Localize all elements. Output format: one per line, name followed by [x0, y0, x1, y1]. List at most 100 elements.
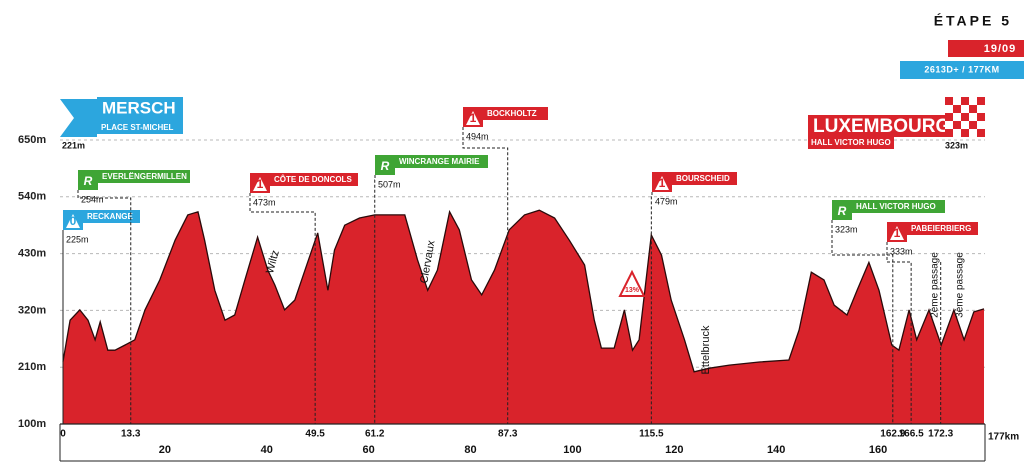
gradient-sign [618, 269, 646, 297]
point-altitude: 254m [81, 194, 104, 204]
point-altitude: 225m [66, 234, 89, 244]
x-tick-label: 40 [261, 444, 273, 456]
point-label: RECKANGE [87, 212, 133, 221]
point-label-box [98, 170, 190, 183]
x-tick-label: 120 [665, 444, 683, 456]
stage-title: ÉTAPE 5 [934, 13, 1012, 29]
checker [977, 121, 985, 129]
badge-icon [66, 214, 80, 228]
y-tick-label: 540m [18, 191, 46, 203]
profile-line [62, 209, 985, 373]
badge-text: 1 [659, 176, 666, 190]
km-mark-label: 172.3 [928, 429, 953, 440]
checker [969, 113, 977, 121]
checker [977, 113, 985, 121]
gradient-label: 13% [625, 287, 640, 294]
start-box [97, 97, 183, 121]
checker [953, 105, 961, 113]
connector [650, 192, 653, 424]
point-label-box [483, 107, 548, 120]
checker [961, 97, 969, 105]
stage-date: 19/09 [984, 43, 1017, 55]
x-tick-label: 80 [464, 444, 476, 456]
town-label: Ettelbruck [700, 325, 712, 374]
connector [886, 242, 912, 424]
finish-box [808, 115, 945, 137]
y-tick-label: 210m [18, 361, 46, 373]
km-mark-label: 166.5 [899, 429, 924, 440]
point-altitude: 323m [835, 224, 858, 234]
point-label: PABEIERBIERG [911, 224, 971, 233]
x-tick-label: 100 [563, 444, 581, 456]
y-tick-label: 100m [18, 418, 46, 430]
point-label: BOCKHOLTZ [487, 109, 537, 118]
checker [961, 121, 969, 129]
checker [961, 129, 969, 137]
point-label: CÔTE DE DONCOLS [274, 175, 352, 184]
finish-name: LUXEMBOURG [813, 116, 950, 137]
passage-label: 3ème passage [955, 252, 966, 318]
checker [961, 105, 969, 113]
badge-icon [466, 111, 480, 125]
point-label: BOURSCHEID [676, 174, 730, 183]
km-mark-label: 49.5 [305, 429, 325, 440]
badge [832, 200, 852, 220]
badge-text: 0 [70, 214, 77, 228]
town-label: Wiltz [264, 249, 282, 275]
checker [953, 113, 961, 121]
badge-text: 1 [470, 111, 477, 125]
point-label-box [395, 155, 488, 168]
badge [78, 170, 98, 190]
checker [945, 113, 953, 121]
profile-area [63, 210, 984, 424]
badge-text: 1 [257, 177, 264, 191]
finish-place-box [808, 137, 894, 149]
checker [977, 129, 985, 137]
badge-text: R [84, 174, 93, 188]
km-mark-label: 61.2 [365, 429, 385, 440]
point-label: HALL VICTOR HUGO [856, 202, 936, 211]
km-mark-label: 0 [60, 429, 66, 440]
badge-icon [655, 176, 669, 190]
connector [831, 220, 894, 424]
passage-label: 2ème passage [930, 252, 941, 318]
point-altitude: 333m [890, 246, 913, 256]
checker [969, 121, 977, 129]
checker [977, 105, 985, 113]
y-tick-label: 320m [18, 304, 46, 316]
x-tick-label: 20 [159, 444, 171, 456]
km-mark-label: 162.9 [880, 429, 905, 440]
start-name: MERSCH [102, 98, 176, 117]
checker [953, 129, 961, 137]
point-label-box [270, 173, 358, 186]
point-label: EVERLËNGERMILLEN [102, 172, 187, 181]
x-tick-label: 140 [767, 444, 785, 456]
checker [961, 113, 969, 121]
x-end-label: 177km [988, 432, 1019, 443]
checker [953, 121, 961, 129]
stage-stats: 2613D+ / 177KM [924, 64, 999, 74]
point-label-box [852, 200, 945, 213]
y-tick-label: 650m [18, 134, 46, 146]
x-tick-label: 60 [363, 444, 375, 456]
checker [945, 121, 953, 129]
badge-icon [890, 226, 904, 240]
connector [249, 193, 316, 424]
start-place-box [97, 121, 183, 134]
connector [462, 127, 509, 424]
checker [953, 97, 961, 105]
start-flag [60, 99, 97, 137]
finish-place: HALL VICTOR HUGO [811, 138, 891, 147]
stats-band [900, 61, 1024, 79]
checker [969, 105, 977, 113]
badge-icon [253, 177, 267, 191]
start-altitude: 221m [62, 140, 85, 150]
badge-text: R [838, 204, 847, 218]
date-band [948, 40, 1024, 57]
point-label-box [83, 210, 140, 223]
checker [945, 97, 953, 105]
checker [945, 105, 953, 113]
badge [375, 155, 395, 175]
